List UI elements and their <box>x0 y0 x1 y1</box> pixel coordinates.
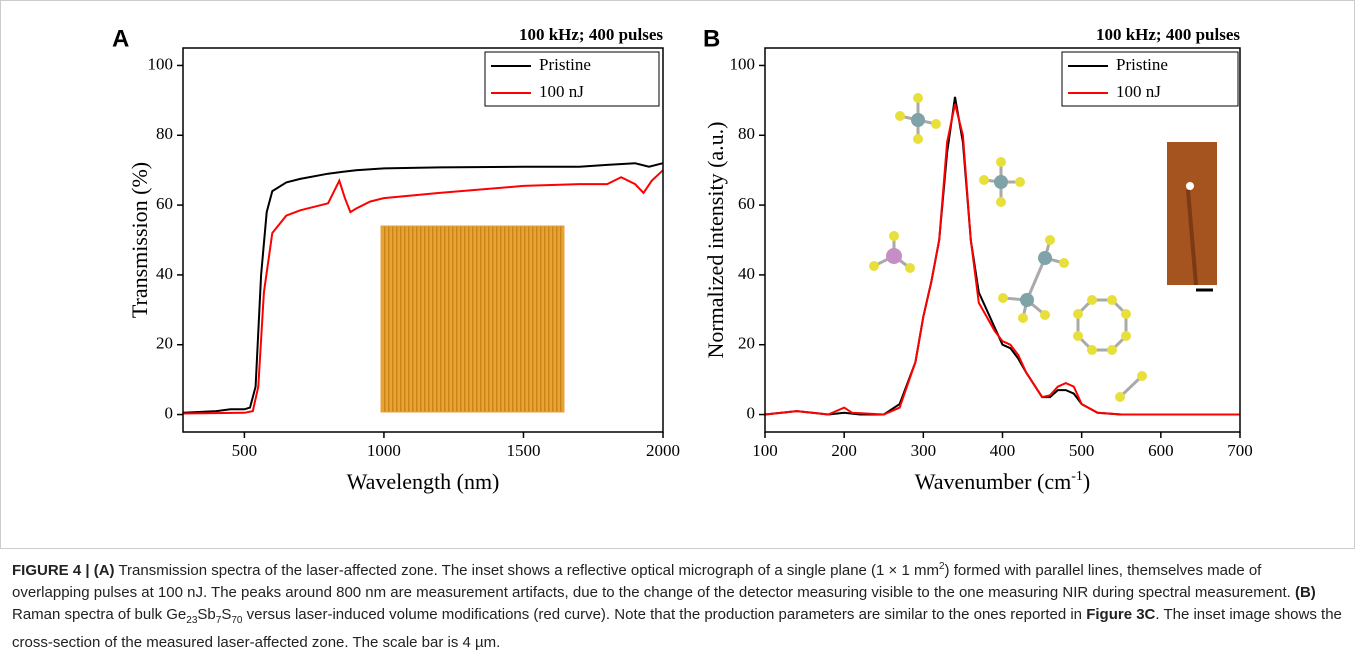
legend-label: Pristine <box>1116 55 1168 74</box>
x-axis-label-part: -1 <box>1071 469 1083 484</box>
legend-label: 100 nJ <box>1116 82 1161 101</box>
caption-run: Figure 3C <box>1086 606 1156 623</box>
x-tick-label: 2000 <box>646 441 680 460</box>
plot-frame <box>182 47 664 433</box>
x-tick-label: 300 <box>911 441 937 460</box>
caption-run: Raman spectra of bulk Ge <box>12 606 187 623</box>
caption-run: Transmission spectra of the laser-affect… <box>114 562 939 579</box>
legend-label: Pristine <box>539 55 591 74</box>
caption-run: 2 <box>938 561 945 572</box>
y-tick-label: 100 <box>148 54 174 73</box>
y-tick-label: 60 <box>156 194 173 213</box>
x-tick-label: 1500 <box>506 441 540 460</box>
legend-box <box>1061 51 1239 107</box>
caption: FIGURE 4 | (A) Transmission spectra of t… <box>12 556 1342 654</box>
series-line <box>182 162 664 414</box>
y-tick-label: 0 <box>165 403 174 422</box>
y-tick-label: 40 <box>738 264 755 283</box>
x-tick-label: 1000 <box>367 441 401 460</box>
series-line <box>182 169 664 415</box>
y-tick-label: 100 <box>730 54 756 73</box>
caption-run: FIGURE 4 | (A) <box>12 562 115 579</box>
caption-run: ) formed with parallel lines, themselves… <box>12 562 1295 601</box>
x-tick-label: 400 <box>990 441 1016 460</box>
caption-run: versus laser-induced volume modification… <box>242 606 1087 623</box>
x-axis-label-part: ) <box>1083 469 1090 494</box>
molecule-icons <box>869 93 1147 402</box>
y-tick-label: 0 <box>747 403 756 422</box>
x-axis-label: Wavelength (nm) <box>347 469 500 494</box>
y-tick-label: 60 <box>738 194 755 213</box>
inset-micrograph <box>380 225 565 413</box>
x-tick-label: 100 <box>752 441 778 460</box>
x-axis-label: Wavenumber (cm-1) <box>915 469 1090 494</box>
x-axis-label-part: Wavenumber (cm <box>915 469 1071 494</box>
caption-run: Sb <box>197 606 216 623</box>
x-axis-label-part: Wavelength (nm) <box>347 469 500 494</box>
y-tick-label: 40 <box>156 264 173 283</box>
y-axis-label: Normalized intensity (a.u.) <box>703 121 728 358</box>
plot-frame <box>764 47 1241 433</box>
panel-label: B <box>703 25 720 52</box>
legend-box <box>484 51 660 107</box>
x-tick-label: 600 <box>1148 441 1174 460</box>
legend-label: 100 nJ <box>539 82 584 101</box>
chart-title: 100 kHz; 400 pulses <box>519 25 663 44</box>
x-tick-label: 500 <box>1069 441 1095 460</box>
y-tick-label: 80 <box>156 124 173 143</box>
y-tick-label: 80 <box>738 124 755 143</box>
caption-run: 70 <box>231 615 243 626</box>
caption-run: S <box>221 606 232 623</box>
series-line <box>764 103 1240 416</box>
caption-run: (B) <box>1294 584 1316 601</box>
x-tick-label: 700 <box>1227 441 1253 460</box>
panel-label: A <box>112 25 129 52</box>
caption-run: 23 <box>186 615 198 626</box>
y-axis-label: Transmission (%) <box>127 162 152 318</box>
caption-run: . The inset image shows the cross-sectio… <box>12 606 1342 651</box>
caption-run: 7 <box>215 615 222 626</box>
y-tick-label: 20 <box>156 334 173 353</box>
chart-title: 100 kHz; 400 pulses <box>1096 25 1240 44</box>
x-tick-label: 500 <box>232 441 258 460</box>
y-tick-label: 20 <box>738 334 755 353</box>
inset-cross-section <box>1167 142 1217 292</box>
x-tick-label: 200 <box>831 441 857 460</box>
